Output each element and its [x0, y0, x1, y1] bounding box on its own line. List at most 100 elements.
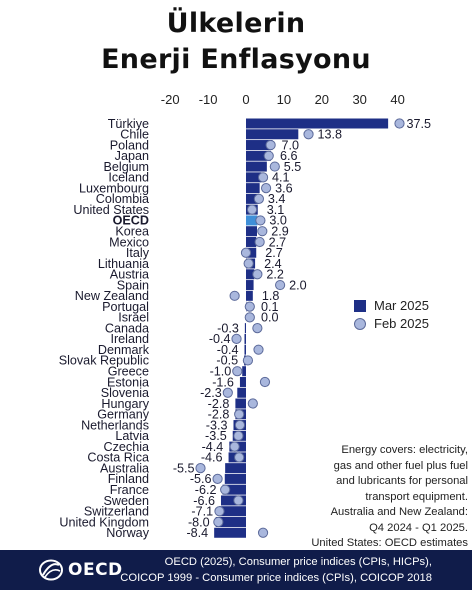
dot-feb-estonia [259, 376, 271, 388]
chart-title-line2: Enerji Enflasyonu [101, 44, 371, 75]
bar-switzerland [219, 506, 246, 517]
category-label-australia: Australia [100, 461, 149, 475]
dot-feb-turkiye [394, 118, 405, 129]
category-label-netherlands: Netherlands [81, 418, 149, 432]
bar-iceland [246, 172, 262, 183]
value-label-france: -6.2 [195, 483, 217, 497]
category-label-denmark: Denmark [98, 343, 150, 357]
category-label-japan: Japan [115, 149, 149, 163]
dot-feb-greece [232, 366, 243, 377]
bar-japan [246, 150, 272, 161]
value-label-netherlands: -3.3 [206, 418, 228, 432]
bar-spain [246, 280, 254, 291]
category-label-austria: Austria [110, 268, 149, 282]
value-label-israel: 0.0 [261, 311, 279, 325]
note-line: Australia and New Zealand: [330, 506, 468, 518]
category-label-estonia: Estonia [107, 375, 149, 389]
bar-mexico [246, 236, 257, 247]
category-label-latvia: Latvia [115, 429, 149, 443]
value-label-slovenia: -2.3 [200, 386, 222, 400]
category-label-colombia: Colombia [96, 192, 149, 206]
category-label-turkiye: Türkiye [108, 117, 149, 131]
category-label-finland: Finland [108, 472, 149, 486]
bar-oecd [246, 215, 258, 226]
value-label-austria: 2.2 [266, 268, 284, 282]
note-line: transport equipment. [365, 490, 468, 503]
bar-chile [246, 129, 299, 140]
dot-feb-slovak-republic [242, 355, 253, 366]
bar-norway [214, 527, 246, 538]
category-label-slovenia: Slovenia [101, 386, 149, 400]
dot-feb-korea [257, 226, 268, 237]
x-tick-label: 30 [352, 92, 366, 107]
source-line-1: OECD (2025), Consumer price indices (CPI… [164, 556, 432, 568]
category-label-canada: Canada [105, 321, 149, 335]
oecd-logo-icon [39, 559, 63, 581]
dot-feb-norway [257, 527, 269, 538]
dot-feb-oecd [255, 215, 266, 226]
value-label-luxembourg: 3.6 [275, 181, 293, 195]
legend-label-mar-2025: Mar 2025 [374, 298, 429, 313]
category-label-ireland: Ireland [110, 332, 149, 346]
source-line-2: COICOP 1999 - Consumer price indices (CP… [120, 572, 432, 584]
value-label-czechia: -4.4 [202, 440, 224, 454]
dot-feb-israel [244, 312, 255, 323]
bar-ireland [244, 333, 246, 344]
value-label-norway: -8.4 [186, 526, 208, 540]
category-label-slovak-republic: Slovak Republic [59, 354, 149, 368]
dot-feb-poland [265, 139, 276, 151]
dot-feb-lithuania [243, 258, 254, 269]
legend-dot-swatch [354, 317, 366, 330]
category-label-czechia: Czechia [104, 440, 150, 454]
category-label-norway: Norway [106, 526, 149, 540]
value-label-slovak-republic: -0.5 [216, 354, 238, 368]
dot-feb-italy [240, 247, 252, 258]
value-label-colombia: 3.4 [268, 192, 286, 206]
bar-korea [246, 226, 257, 237]
category-label-oecd: OECD [113, 214, 149, 228]
note-line: and lubricants for personal [336, 475, 468, 487]
category-label-belgium: Belgium [104, 160, 150, 174]
dot-feb-denmark [253, 344, 264, 355]
category-label-poland: Poland [110, 138, 149, 152]
value-label-mexico: 2.7 [269, 235, 287, 249]
bar-slovenia [237, 387, 246, 398]
dot-feb-spain [275, 279, 286, 291]
category-label-switzerland: Switzerland [84, 505, 149, 519]
energy-inflation-chart: -20 -10 0 10 20 30 40 Türkiye 37.5 Chile 13.8 Polan… [59, 92, 431, 540]
x-tick-label: 0 [242, 92, 249, 107]
oecd-logo: OECD [38, 559, 123, 581]
category-label-israel: Israel [118, 311, 149, 325]
value-label-ireland: -0.4 [209, 332, 231, 346]
category-label-costa-rica: Costa Rica [87, 451, 149, 465]
bar-canada [244, 323, 246, 334]
category-label-sweden: Sweden [103, 494, 149, 508]
dot-feb-slovenia [222, 387, 233, 398]
bar-france [222, 484, 246, 495]
value-label-oecd: 3.0 [269, 214, 287, 228]
dot-feb-costa-rica [234, 452, 245, 463]
category-label-united-kingdom: United Kingdom [59, 515, 149, 529]
dot-feb-finland [212, 473, 223, 485]
bar-greece [242, 366, 246, 377]
legend-item-feb-2025: Feb 2025 [354, 316, 429, 331]
dot-feb-united-kingdom [213, 516, 224, 528]
dot-feb-austria [252, 269, 263, 280]
value-label-poland: 7.0 [282, 138, 300, 152]
bar-poland [246, 140, 273, 151]
value-label-estonia: -1.6 [212, 375, 234, 389]
bar-new-zealand [246, 290, 253, 301]
dot-feb-belgium [269, 161, 280, 172]
value-label-sweden: -6.6 [193, 494, 215, 508]
x-tick-label: 20 [315, 92, 329, 107]
value-label-united-states: 3.1 [267, 203, 285, 217]
category-label-korea: Korea [115, 225, 149, 239]
x-tick-label: -10 [199, 92, 218, 107]
category-label-luxembourg: Luxembourg [79, 181, 149, 195]
category-label-france: France [110, 483, 149, 497]
category-label-hungary: Hungary [101, 397, 149, 411]
dot-feb-portugal [244, 301, 255, 312]
value-label-denmark: -0.4 [217, 343, 239, 357]
dot-feb-hungary [247, 398, 258, 409]
dot-feb-japan [263, 150, 274, 161]
